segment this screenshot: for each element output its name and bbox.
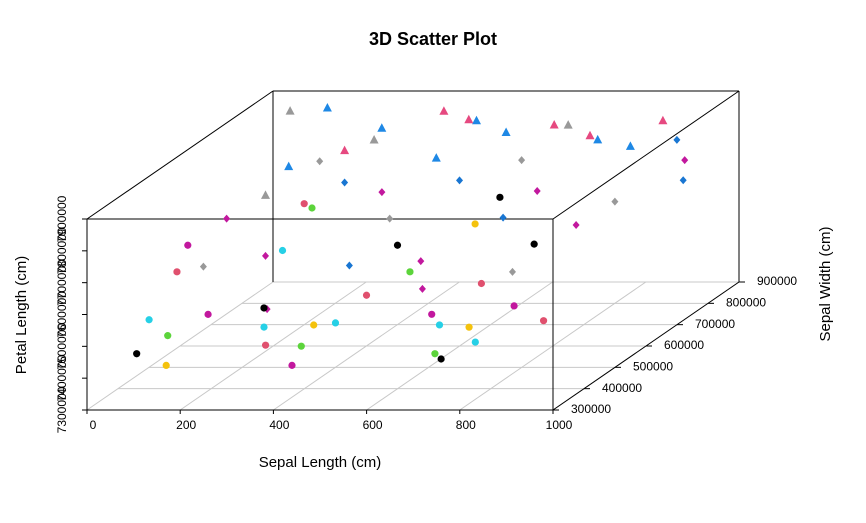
- point: [133, 350, 141, 358]
- z-tick-label: 7900000: [55, 195, 69, 242]
- point: [437, 355, 445, 363]
- point: [288, 361, 296, 369]
- point: [679, 176, 687, 185]
- point: [658, 115, 668, 125]
- point: [465, 323, 473, 331]
- point: [518, 156, 526, 165]
- z-tick-label: 7500000: [55, 323, 69, 370]
- point: [428, 310, 436, 318]
- x-tick-label: 400: [269, 418, 289, 432]
- box-edge: [552, 90, 740, 220]
- point: [393, 241, 402, 249]
- z-tick-label: 7400000: [55, 354, 69, 401]
- point: [345, 261, 353, 270]
- point: [145, 316, 153, 324]
- point: [439, 106, 449, 115]
- point: [418, 284, 426, 293]
- y-tick-label: 600000: [664, 338, 704, 352]
- point: [472, 115, 481, 125]
- point: [585, 130, 595, 140]
- point: [173, 268, 181, 276]
- point: [533, 186, 541, 195]
- point: [477, 279, 485, 288]
- point: [223, 214, 231, 223]
- y-tick-label: 800000: [726, 296, 766, 310]
- point: [310, 321, 318, 329]
- point: [322, 103, 332, 112]
- point: [199, 262, 207, 271]
- y-tick-label: 500000: [633, 360, 673, 374]
- point: [431, 153, 441, 162]
- point: [340, 145, 350, 155]
- point: [673, 135, 681, 144]
- point: [284, 161, 294, 171]
- point: [499, 213, 507, 222]
- point: [261, 190, 270, 199]
- point: [261, 341, 270, 349]
- point: [456, 176, 464, 185]
- point: [278, 246, 287, 255]
- y-tick-label: 400000: [602, 381, 642, 395]
- point: [563, 120, 573, 129]
- x-tick-label: 200: [176, 418, 196, 432]
- point: [625, 141, 635, 150]
- point: [406, 268, 414, 276]
- x-tick-label: 0: [90, 418, 97, 432]
- point: [300, 200, 308, 208]
- point: [431, 350, 439, 358]
- point: [471, 220, 479, 228]
- point: [549, 120, 559, 129]
- point: [530, 240, 538, 248]
- chart-title: 3D Scatter Plot: [369, 29, 497, 49]
- x-tick-label: 1000: [546, 418, 573, 432]
- y-tick-label: 700000: [695, 317, 735, 331]
- point: [435, 321, 444, 329]
- point: [260, 304, 268, 312]
- point: [501, 127, 511, 137]
- point: [341, 178, 349, 187]
- point: [331, 319, 340, 327]
- x-tick-label: 800: [456, 418, 476, 432]
- z-tick-label: 7300000: [55, 386, 69, 433]
- point: [204, 310, 212, 318]
- point: [593, 134, 603, 144]
- point: [386, 214, 394, 223]
- point: [297, 342, 305, 350]
- point: [184, 241, 192, 249]
- z-tick-label: 7700000: [55, 259, 69, 306]
- point: [316, 157, 324, 166]
- point: [572, 221, 580, 230]
- point: [362, 291, 371, 299]
- y-axis-label: Sepal Width (cm): [817, 226, 834, 341]
- point: [464, 114, 474, 124]
- z-tick-label: 7600000: [55, 291, 69, 338]
- point: [471, 338, 479, 346]
- point: [164, 332, 172, 340]
- point: [377, 123, 387, 132]
- point: [285, 106, 295, 115]
- y-tick-label: 300000: [571, 402, 611, 416]
- point: [539, 317, 548, 325]
- point: [369, 135, 379, 144]
- point: [417, 257, 425, 266]
- point: [260, 323, 268, 331]
- z-axis-label: Petal Length (cm): [13, 256, 30, 374]
- point: [262, 251, 269, 260]
- x-axis-label: Sepal Length (cm): [259, 454, 382, 471]
- x-tick-label: 600: [363, 418, 383, 432]
- point: [611, 197, 619, 206]
- point: [308, 204, 316, 212]
- point: [510, 302, 518, 310]
- y-tick-label: 900000: [757, 274, 797, 288]
- z-tick-label: 7800000: [55, 227, 69, 274]
- point: [378, 188, 386, 197]
- point: [162, 361, 170, 369]
- point: [681, 156, 689, 165]
- point: [496, 193, 504, 201]
- box-edge: [86, 90, 274, 220]
- point: [508, 267, 516, 276]
